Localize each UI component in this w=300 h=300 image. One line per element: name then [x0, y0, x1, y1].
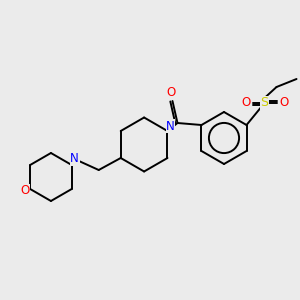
Text: O: O [20, 184, 30, 197]
Text: S: S [260, 97, 268, 110]
Text: O: O [167, 86, 176, 100]
Text: O: O [279, 97, 288, 110]
Text: N: N [166, 119, 175, 133]
Text: O: O [241, 97, 250, 110]
Text: N: N [70, 152, 79, 166]
